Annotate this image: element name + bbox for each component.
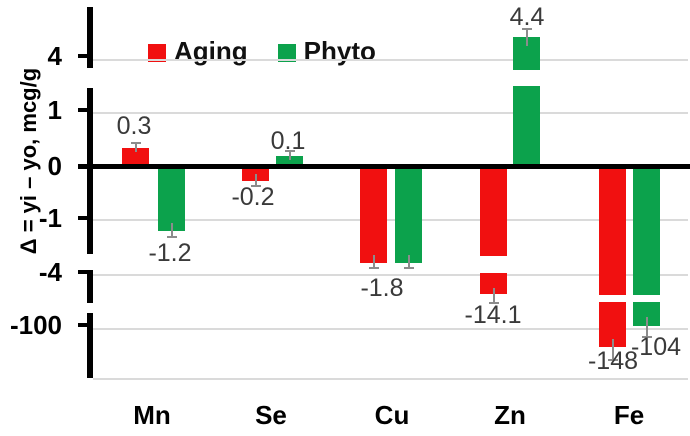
gridline [93,219,688,221]
bar-aging-mn [122,148,149,166]
error-bar-aging-zn [493,288,495,304]
error-bar-phyto-mn [171,223,173,238]
x-category-label-cu: Cu [374,400,410,430]
value-label-phyto-se: 0.1 [270,127,306,155]
y-tick-label: -4 [38,257,62,287]
bar-aging-cu [360,166,387,263]
legend-label-aging: Aging [174,36,248,66]
gridline [93,378,688,380]
value-label-phyto-mn: -1.2 [148,239,192,267]
gridline [93,328,688,330]
y-axis-spine-segment [87,270,93,303]
gridline [93,274,688,276]
y-tick-mark [78,54,93,58]
x-category-label-fe: Fe [613,400,645,430]
error-bar-phyto-cu [408,255,410,269]
error-bar-aging-mn [135,142,137,152]
y-axis-spine-segment [87,7,93,68]
value-label-aging-zn: -14.1 [464,301,522,329]
y-axis-spine-segment [87,313,93,378]
y-tick-mark [78,323,93,327]
error-bar-cap [608,359,618,361]
error-bar-cap [369,267,379,269]
x-category-label-zn: Zn [494,400,526,430]
error-bar-phyto-zn [526,28,528,46]
bar-aging-fe [599,166,626,295]
error-bar-aging-se [255,174,257,187]
legend-swatch-phyto [277,43,296,62]
error-bar-cap [251,185,261,187]
error-bar-cap [522,28,532,30]
x-category-label-se: Se [255,400,287,430]
bar-phyto-cu [395,166,422,263]
error-bar-cap [167,236,177,238]
bar-phyto-fe [633,166,660,295]
x-category-label-mn: Mn [133,400,171,430]
error-bar-aging-fe [612,339,614,361]
gridline [93,112,688,114]
y-axis-spine-segment [87,88,93,254]
error-bar-cap [285,150,295,152]
y-tick-label: -100 [9,310,62,340]
bar-phyto-mn [158,166,185,231]
error-bar-cap [489,302,499,304]
error-bar-phyto-se [289,150,291,160]
y-tick-label: 4 [47,41,62,71]
y-tick-label: 1 [47,95,62,125]
y-tick-mark [78,108,93,112]
error-bar-phyto-fe [646,317,648,338]
error-bar-cap [642,336,652,338]
bar-aging-zn [480,166,507,256]
value-label-aging-cu: -1.8 [360,274,404,302]
error-bar-cap [404,267,414,269]
error-bar-cap [131,142,141,144]
value-label-aging-se: -0.2 [231,183,275,211]
bar-aging-zn [480,273,507,294]
value-label-phyto-fe: -104 [630,333,682,361]
bar-phyto-se [276,156,303,166]
legend: Aging Phyto [148,36,376,67]
y-tick-label: -1 [38,203,62,233]
value-label-aging-fe: -148 [587,347,639,375]
legend-swatch-aging [148,43,166,62]
error-bar-aging-cu [373,255,375,269]
y-tick-mark [78,270,93,274]
y-tick-label: 0 [47,151,62,181]
value-label-aging-mn: 0.3 [116,112,152,140]
zero-baseline [78,164,690,169]
y-tick-mark [78,216,93,220]
value-label-phyto-zn: 4.4 [509,3,545,31]
bar-phyto-zn [513,86,540,166]
bar-aging-se [242,166,269,181]
gridline [93,59,688,61]
legend-label-phyto: Phyto [303,36,376,66]
